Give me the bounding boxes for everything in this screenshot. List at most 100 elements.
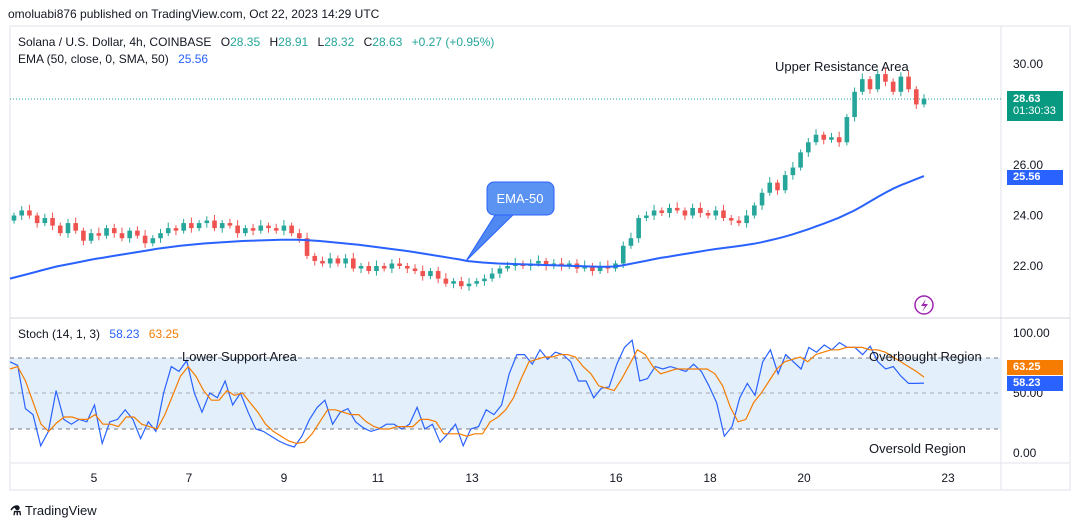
candle-body (829, 137, 834, 140)
candle-body (428, 271, 433, 277)
candle-body (65, 223, 71, 234)
candle-body (536, 260, 541, 264)
candle-body (405, 266, 410, 269)
time-tick-label: 18 (703, 471, 717, 485)
candle-body (312, 255, 318, 261)
candle-body (813, 134, 819, 143)
candle-body (11, 215, 17, 221)
candle-body (458, 281, 464, 287)
ema-callout-text: EMA-50 (497, 191, 544, 206)
candle-body (389, 263, 395, 269)
candle-body (860, 79, 865, 92)
ema-legend: EMA (50, close, 0, SMA, 50) 25.56 (18, 52, 208, 66)
candle-body (451, 281, 456, 284)
candle-body (27, 210, 32, 216)
candle-body (81, 230, 86, 241)
candle-body (119, 233, 125, 239)
bar-countdown: 01:30:33 (1013, 105, 1056, 117)
candle-body (466, 283, 472, 287)
candle-body (698, 207, 703, 213)
candle-body (235, 225, 240, 234)
candle-body (150, 238, 156, 244)
candle-body (682, 210, 688, 216)
candle-body (921, 98, 927, 105)
candle-body (644, 215, 649, 219)
stoch-k-tag: 58.23 (1007, 376, 1063, 391)
candle-body (173, 228, 179, 231)
candle-body (212, 220, 217, 229)
ema-callout-box (486, 181, 555, 216)
candle-body (782, 175, 788, 191)
candle-body (590, 266, 595, 272)
price-tick-label: 22.00 (1013, 259, 1043, 273)
candle-body (659, 210, 665, 213)
candle-body (844, 117, 850, 143)
candle-body (628, 238, 634, 246)
candle-body (42, 218, 48, 224)
candle-body (412, 268, 418, 272)
candle-body (196, 223, 202, 229)
ema-price-tag: 25.56 (1007, 170, 1063, 185)
lightning-icon[interactable] (914, 295, 934, 315)
candle-body (775, 182, 780, 191)
oversold-label: Oversold Region (869, 441, 966, 456)
candle-body (482, 278, 487, 282)
candle-body (597, 266, 603, 272)
candle-body (836, 137, 842, 143)
candle-body (104, 228, 109, 236)
publisher-line: omoluabi876 published on TradingView.com… (8, 7, 380, 21)
candle-body (281, 225, 287, 231)
candle-body (289, 225, 294, 234)
candle-body (358, 266, 364, 269)
candle-body (73, 223, 78, 231)
tradingview-brand-text: TradingView (25, 503, 97, 518)
candle-body (250, 228, 256, 231)
candle-body (273, 228, 279, 231)
upper-resistance-label: Upper Resistance Area (775, 59, 909, 74)
candle-body (867, 79, 873, 90)
time-tick-label: 16 (609, 471, 623, 485)
candle-body (705, 212, 711, 216)
symbol-title: Solana / U.S. Dollar, 4h, COINBASE O28.3… (18, 35, 494, 49)
candle-body (667, 207, 672, 213)
candle-body (728, 218, 734, 221)
candle-body (366, 266, 372, 272)
last-price-tag: 28.63 01:30:33 (1007, 91, 1063, 121)
candle-body (713, 210, 719, 216)
candle-body (243, 228, 248, 234)
candle-body (343, 258, 348, 264)
candle-body (50, 218, 55, 226)
stoch-legend: Stoch (14, 1, 3) 58.23 63.25 (18, 327, 179, 341)
candle-body (320, 260, 325, 264)
candle-body (651, 210, 657, 216)
price-axis: 22.00 24.00 26.00 30.00 (1013, 57, 1043, 273)
candle-body (189, 223, 194, 229)
candle-body (88, 233, 94, 241)
candle-body (906, 76, 911, 90)
time-tick-label: 20 (797, 471, 811, 485)
candle-body (335, 258, 341, 264)
candle-body (636, 218, 641, 239)
tradingview-logo[interactable]: ⚗ TradingView (10, 503, 97, 519)
candle-body (890, 81, 896, 92)
stoch-tick-label: 0.00 (1013, 446, 1037, 460)
ema-50-line (9, 175, 925, 280)
candle-body (913, 89, 919, 105)
candle-body (135, 230, 140, 236)
candle-body (767, 182, 773, 193)
candle-body (620, 245, 626, 264)
candle-body (127, 230, 132, 239)
candle-body (258, 225, 264, 231)
lower-support-label: Lower Support Area (182, 349, 298, 364)
candle-body (19, 210, 25, 216)
candle-body (898, 76, 904, 92)
candle-body (142, 235, 148, 244)
candle-body (721, 210, 726, 219)
candle-body (883, 74, 888, 82)
candle-body (759, 192, 765, 206)
chart-frame (9, 25, 1071, 491)
tradingview-logo-icon: ⚗ (10, 503, 22, 518)
ema-callout[interactable]: EMA-50 (465, 181, 555, 262)
